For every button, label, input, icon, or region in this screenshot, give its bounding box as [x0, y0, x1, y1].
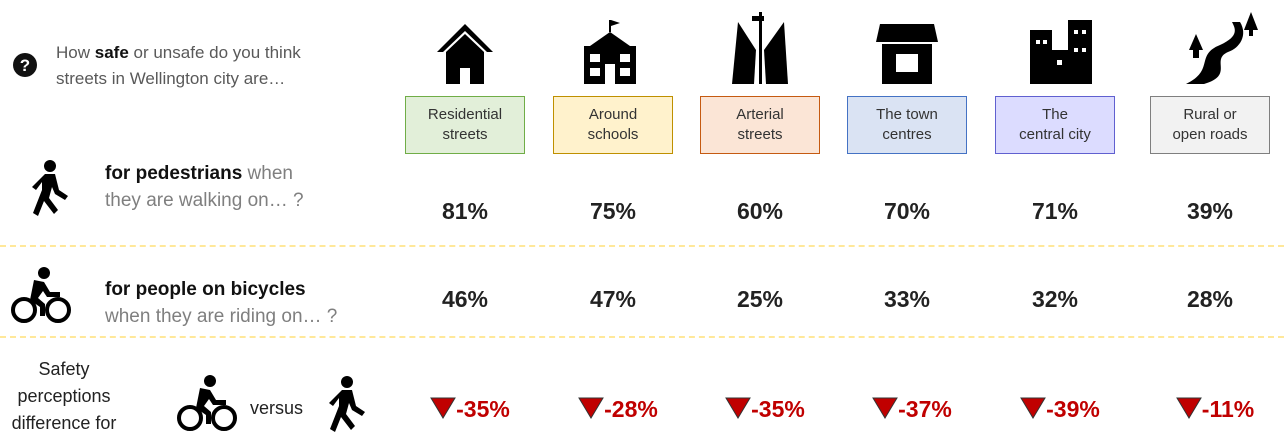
- label-line: Residential: [427, 106, 503, 123]
- question: How safe or unsafe do you think streets …: [56, 40, 356, 92]
- school-icon: [584, 20, 636, 84]
- down-triangle: [430, 397, 457, 419]
- down-triangle: [872, 397, 899, 419]
- question-bold: safe: [94, 43, 129, 62]
- value: 47%: [589, 286, 637, 312]
- row-bold: for pedestrians: [105, 163, 243, 184]
- value: 75%: [589, 198, 637, 224]
- label-line: Around: [588, 106, 638, 123]
- cyclist-icon: [11, 265, 71, 323]
- difference-text: -28%: [604, 396, 658, 422]
- label-line: centres: [882, 126, 932, 143]
- difference-text: -39%: [1046, 396, 1100, 422]
- pedestrian-icon: [32, 160, 68, 216]
- difference-text: -37%: [898, 396, 952, 422]
- row-text: when they are riding on… ?: [105, 306, 338, 327]
- difference-value: -11%: [1135, 396, 1284, 423]
- column-label: Arterial streets: [700, 96, 820, 154]
- value: 46%: [441, 286, 489, 312]
- difference-text: -35%: [751, 396, 805, 422]
- column-label: Around schools: [553, 96, 673, 154]
- label-line: open roads: [1172, 126, 1248, 143]
- value: 25%: [736, 286, 784, 312]
- down-triangle: [578, 397, 605, 419]
- row-text: when: [247, 163, 293, 184]
- difference-value: -35%: [685, 396, 845, 423]
- difference-value: -37%: [832, 396, 992, 423]
- value: 70%: [883, 198, 931, 224]
- cyclist-icon: [177, 373, 237, 431]
- value: 32%: [1031, 286, 1079, 312]
- down-triangle: [1175, 397, 1202, 419]
- row-bold: for people on bicycles: [105, 279, 306, 300]
- row-text: they are walking on… ?: [105, 190, 304, 211]
- value: 39%: [1186, 198, 1234, 224]
- value: 60%: [736, 198, 784, 224]
- label-line: perceptions: [17, 386, 111, 406]
- road-icon: [732, 12, 788, 84]
- divider: [0, 336, 1284, 338]
- pedestrian-icon: [329, 376, 365, 432]
- difference-label: Safety perceptions difference for: [0, 356, 128, 437]
- difference-value: -39%: [980, 396, 1140, 423]
- row-label: for pedestrians when they are walking on……: [105, 160, 304, 214]
- value: 71%: [1031, 198, 1079, 224]
- rural-road-icon: [1186, 12, 1258, 84]
- column-label: The central city: [995, 96, 1115, 154]
- svg-text:?: ?: [20, 56, 30, 75]
- question-text: How: [56, 43, 91, 62]
- question-icon: ?: [13, 53, 37, 77]
- label-line: schools: [587, 126, 639, 143]
- label-line: Arterial: [736, 106, 784, 123]
- value: 28%: [1186, 286, 1234, 312]
- down-triangle: [1020, 397, 1047, 419]
- row-label: for people on bicycles when they are ridi…: [105, 276, 337, 330]
- label-line: difference for: [11, 413, 117, 433]
- difference-text: -11%: [1201, 396, 1255, 422]
- value: 33%: [883, 286, 931, 312]
- difference-text: -35%: [456, 396, 510, 422]
- label-line: Safety: [38, 359, 90, 379]
- value: 81%: [441, 198, 489, 224]
- versus: versus: [250, 398, 304, 418]
- label-line: streets: [442, 126, 488, 143]
- column-label: Rural or open roads: [1150, 96, 1270, 154]
- divider: [0, 245, 1284, 247]
- shop-icon: [876, 24, 938, 84]
- label-line: central city: [1019, 126, 1091, 143]
- column-label: Residential streets: [405, 96, 525, 154]
- label-line: The town: [876, 106, 938, 123]
- column-label: The town centres: [847, 96, 967, 154]
- label-line: The: [1042, 106, 1068, 123]
- difference-value: -35%: [390, 396, 550, 423]
- buildings-icon: [1030, 20, 1092, 84]
- house-icon: [437, 24, 493, 84]
- difference-value: -28%: [538, 396, 698, 423]
- question-text: or unsafe do you think streets in Wellin…: [56, 43, 301, 88]
- label-line: streets: [737, 126, 783, 143]
- label-line: Rural or: [1183, 106, 1237, 123]
- down-triangle: [725, 397, 752, 419]
